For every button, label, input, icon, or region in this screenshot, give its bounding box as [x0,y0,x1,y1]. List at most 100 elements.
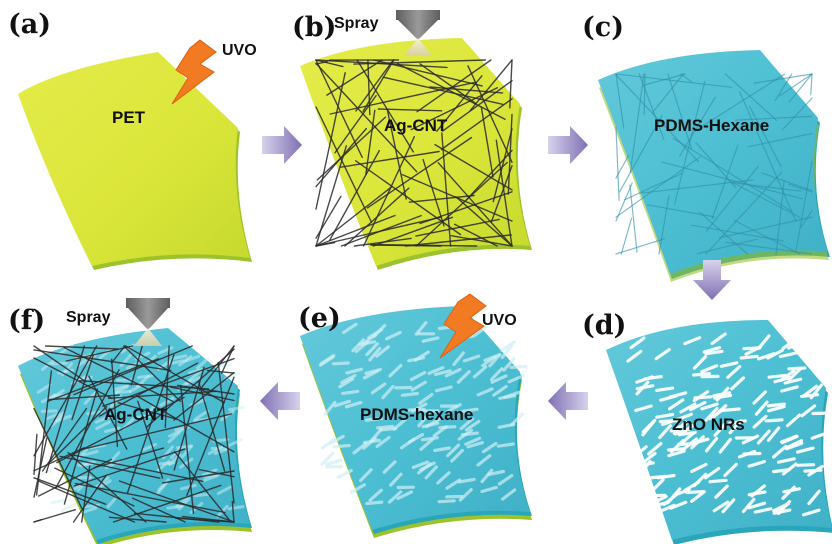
texture-stroke [167,430,181,444]
texture-stroke [130,345,143,386]
texture-stroke [724,73,778,122]
texture-stroke [652,73,685,114]
texture-stroke [688,400,707,412]
texture-stroke [356,59,414,153]
uvo-label-a: UVO [222,42,257,59]
texture-stroke [56,396,185,464]
texture-stroke [507,374,525,384]
texture-stroke [33,477,107,505]
texture-stroke [33,345,87,383]
texture-stroke [679,402,697,414]
texture-stroke [672,137,792,212]
texture-stroke [142,405,155,420]
texture-stroke [315,216,442,247]
texture-stroke [364,416,383,422]
texture-stroke [656,473,676,480]
texture-stroke [344,400,363,409]
texture-stroke [761,172,813,192]
process-arrow-c-to-d [693,260,731,300]
texture-stroke [40,409,58,413]
texture-stroke [465,149,513,201]
texture-stroke [632,445,648,459]
texture-stroke [368,346,382,362]
texture-stroke [368,488,383,502]
texture-stroke [410,86,498,131]
texture-stroke [781,337,798,351]
texture-stroke [318,355,335,367]
texture-stroke [807,489,821,506]
texture-stroke [752,390,768,405]
texture-stroke [107,390,218,399]
texture-stroke [51,411,65,424]
texture-stroke [802,384,819,398]
texture-stroke [33,349,172,372]
texture-stroke [641,420,655,437]
texture-stroke [457,477,476,484]
texture-stroke [429,86,504,94]
texture-stroke [476,387,494,397]
texture-stroke [456,370,471,384]
texture-stroke [216,485,233,495]
texture-stroke [711,144,739,220]
texture-stroke [620,217,633,255]
texture-stroke [351,338,365,353]
texture-stroke [418,392,434,405]
texture-stroke [766,405,786,413]
texture-stroke [228,405,245,412]
uvo-label-e: UVO [482,312,517,329]
texture-stroke [336,469,353,479]
panel-label-a: (a) [8,9,51,40]
texture-stroke [45,345,86,474]
texture-stroke [455,195,513,247]
texture-stroke [654,348,671,361]
texture-stroke [141,443,157,452]
texture-stroke [704,349,724,356]
texture-stroke [502,357,516,372]
texture-stroke [416,59,492,113]
texture-stroke [615,126,620,202]
texture-stroke [417,462,433,475]
texture-stroke [326,59,383,96]
texture-stroke [694,73,786,132]
texture-stroke [643,375,663,381]
texture-stroke [756,429,771,445]
texture-stroke [667,398,685,411]
texture-stroke [712,391,732,398]
texture-stroke [781,462,798,476]
texture-stroke [55,414,72,423]
texture-stroke [436,75,483,132]
texture-stroke [434,143,513,191]
texture-stroke [203,473,221,479]
texture-stroke [480,485,498,494]
panel-a: (a) UVO PET [8,9,257,270]
texture-stroke [372,216,454,247]
texture-stroke [489,367,504,382]
texture-stroke [410,380,427,392]
texture-stroke [458,488,473,502]
texture-stroke [457,428,474,441]
texture-stroke [658,195,670,255]
process-arrow-b-to-c [548,126,588,164]
texture-stroke [396,490,414,501]
texture-stroke [48,394,121,401]
texture-stroke [50,406,108,463]
texture-stroke [483,353,501,362]
texture-stroke [615,238,666,255]
texture-stroke [38,458,113,497]
texture-stroke [496,442,515,448]
texture-stroke [137,374,154,379]
texture-stroke [650,494,668,506]
texture-stroke [683,336,702,346]
texture-stroke [733,219,801,255]
texture-stroke [157,478,170,492]
texture-stroke [432,425,448,438]
texture-stroke [415,161,508,247]
layer-label-pet: PET [112,108,146,127]
texture-stroke [375,435,391,448]
texture-stroke [377,108,443,112]
texture-stroke [364,367,382,375]
texture-stroke [95,420,111,430]
texture-stroke [436,471,451,485]
texture-stroke [33,357,113,400]
texture-stroke [787,366,807,371]
